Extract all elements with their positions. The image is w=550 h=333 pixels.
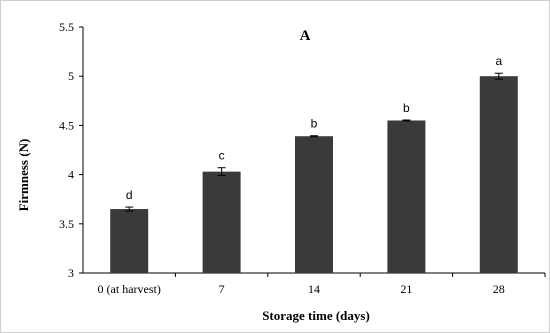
y-axis-title: Firmness (N) <box>16 139 31 212</box>
significance-label: d <box>126 188 133 202</box>
y-tick-label: 5.5 <box>59 20 74 34</box>
bar-0 <box>110 209 149 273</box>
x-axis-title: Storage time (days) <box>262 308 370 323</box>
y-tick-label: 3.5 <box>59 217 74 231</box>
bar-1 <box>202 171 241 273</box>
x-tick-label: 7 <box>219 282 225 296</box>
bar-2 <box>295 136 333 273</box>
y-tick-label: 4 <box>68 168 74 182</box>
significance-label: b <box>403 101 410 115</box>
y-tick-label: 4.5 <box>59 118 74 132</box>
x-tick-label: 14 <box>308 282 320 296</box>
significance-label: c <box>219 149 225 163</box>
x-tick-label: 21 <box>400 282 412 296</box>
significance-label: a <box>495 54 502 68</box>
y-tick-label: 3 <box>68 266 74 280</box>
bar-4 <box>479 76 518 273</box>
y-tick-label: 5 <box>68 69 74 83</box>
x-tick-label: 28 <box>493 282 505 296</box>
significance-label: b <box>311 117 318 131</box>
chart-title: A <box>300 28 311 44</box>
bar-3 <box>387 120 426 273</box>
x-tick-label: 0 (at harvest) <box>98 282 161 296</box>
